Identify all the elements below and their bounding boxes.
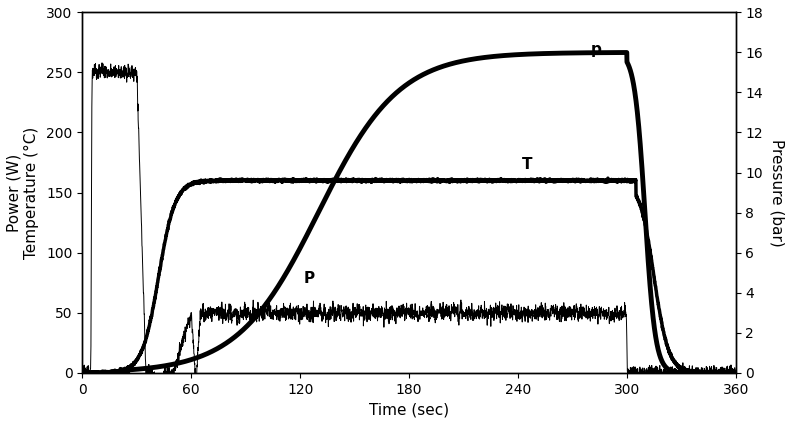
- X-axis label: Time (sec): Time (sec): [369, 402, 449, 417]
- Y-axis label: Pressure (bar): Pressure (bar): [768, 139, 783, 246]
- Y-axis label: Power (W)
Temperature (°C): Power (W) Temperature (°C): [7, 126, 40, 259]
- Text: T: T: [521, 156, 532, 172]
- Text: p: p: [590, 42, 600, 58]
- Text: P: P: [303, 271, 314, 286]
